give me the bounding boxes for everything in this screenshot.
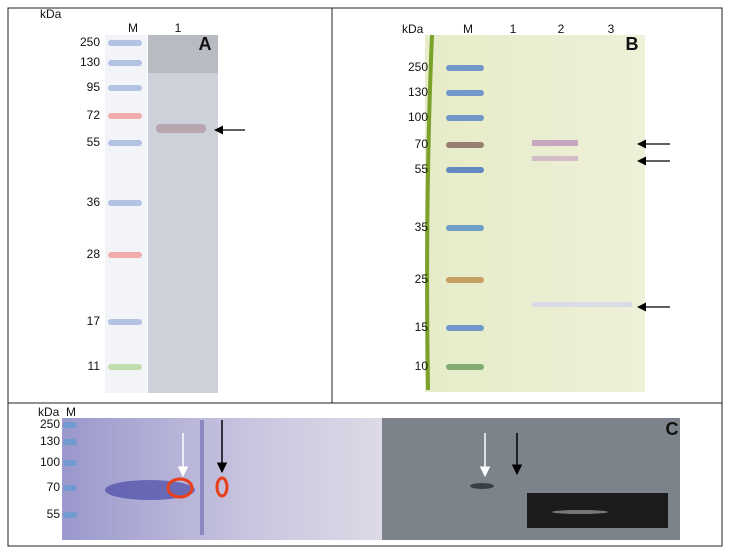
marker-size: 10 — [415, 359, 429, 373]
ladder-band — [108, 200, 142, 206]
unit: kDa — [40, 7, 62, 21]
ladder-band — [446, 65, 484, 71]
unit: kDa — [402, 22, 424, 36]
ladder-band — [63, 485, 77, 491]
band — [532, 156, 578, 161]
marker-size: 130 — [408, 85, 428, 99]
band — [532, 140, 578, 146]
ladder-band — [446, 167, 484, 173]
marker-size: 25 — [415, 272, 429, 286]
marker-size: 100 — [40, 455, 60, 469]
lane-label: 3 — [608, 22, 615, 36]
panel-label: C — [666, 419, 679, 439]
ladder-band — [63, 422, 77, 428]
ladder-band — [446, 325, 484, 331]
marker-size: 15 — [415, 320, 429, 334]
ladder-band — [63, 460, 77, 466]
marker-size: 28 — [87, 247, 101, 261]
ladder-band — [108, 364, 142, 370]
marker-size: 130 — [40, 434, 60, 448]
marker-size: 70 — [415, 137, 429, 151]
ladder-band — [108, 85, 142, 91]
marker-size: 17 — [87, 314, 101, 328]
circle — [166, 477, 194, 499]
marker-size: 35 — [415, 220, 429, 234]
gel-edge — [425, 34, 434, 391]
circle — [215, 476, 229, 498]
ladder-band — [446, 115, 484, 121]
marker-size: 36 — [87, 195, 101, 209]
band — [532, 302, 632, 307]
ladder-band — [63, 439, 77, 445]
marker-header: M — [463, 22, 473, 36]
marker-header: M — [66, 405, 76, 419]
marker-size: 100 — [408, 110, 428, 124]
marker-size: 250 — [408, 60, 428, 74]
ladder-band — [108, 60, 142, 66]
gel — [425, 35, 645, 392]
band — [552, 510, 608, 514]
marker-size: 55 — [47, 507, 61, 521]
ladder-band — [108, 319, 142, 325]
ladder-band — [446, 142, 484, 148]
lane-label: 2 — [558, 22, 565, 36]
gel-well — [148, 35, 218, 73]
marker-size: 55 — [87, 135, 101, 149]
ladder-band — [446, 364, 484, 370]
streak — [200, 420, 204, 535]
ladder-band — [446, 277, 484, 283]
marker-size: 130 — [80, 55, 100, 69]
marker-size: 95 — [87, 80, 101, 94]
ladder-band — [446, 90, 484, 96]
ladder-band — [63, 512, 77, 518]
marker-size: 250 — [40, 417, 60, 431]
ladder-band — [108, 40, 142, 46]
ladder-band — [108, 140, 142, 146]
marker-size: 55 — [415, 162, 429, 176]
marker-size: 70 — [47, 480, 61, 494]
ladder-band — [446, 225, 484, 231]
lane-label: 1 — [510, 22, 517, 36]
marker-header: M — [128, 21, 138, 35]
unit: kDa — [38, 405, 60, 419]
lane-label: 1 — [175, 21, 182, 35]
gel-lane — [148, 35, 218, 393]
spot — [470, 483, 494, 489]
ladder-band — [108, 113, 142, 119]
frame — [7, 7, 723, 547]
marker-lane — [105, 35, 147, 393]
marker-size: 72 — [87, 108, 101, 122]
marker-size: 11 — [88, 359, 101, 373]
panel-label: A — [199, 34, 212, 54]
panel-label: B — [626, 34, 639, 54]
marker-size: 250 — [80, 35, 100, 49]
band — [156, 124, 206, 133]
ladder-band — [108, 252, 142, 258]
